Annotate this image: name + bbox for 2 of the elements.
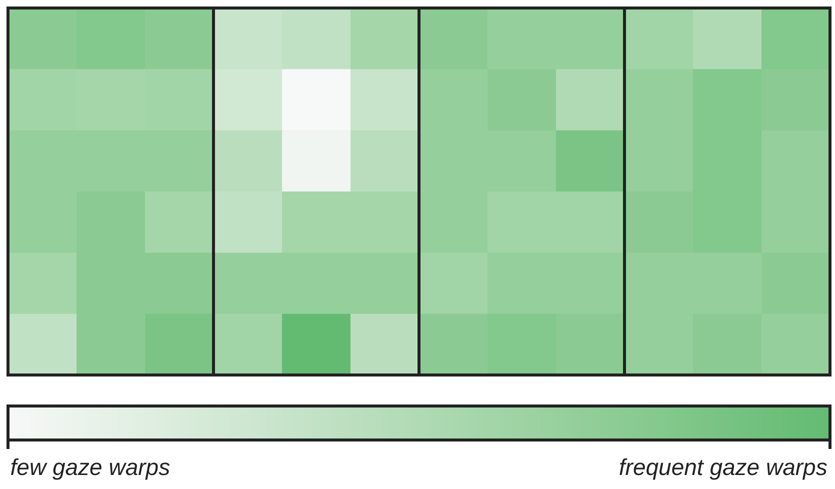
color-bar-label: few gaze warps	[10, 454, 171, 480]
color-bar-label: frequent gaze warps	[618, 454, 828, 480]
